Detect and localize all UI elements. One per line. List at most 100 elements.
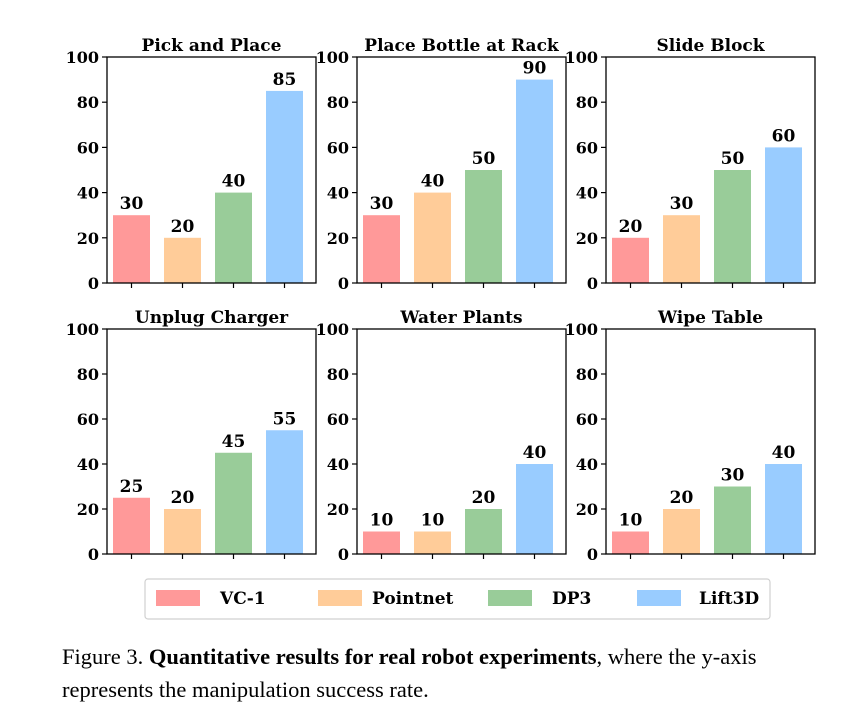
bar-value-label: 30: [670, 194, 694, 214]
axes-frame: [356, 56, 567, 284]
legend-swatch-pointnet: [318, 590, 362, 606]
bar-value-label: 60: [772, 126, 796, 146]
y-tick-label: 20: [327, 500, 349, 519]
bar-dp3: [465, 170, 502, 283]
y-tick-label: 60: [77, 138, 99, 157]
legend-swatch-lift3d: [637, 590, 681, 606]
y-tick-label: 80: [327, 93, 349, 112]
bar-vc-1: [363, 531, 400, 554]
bar-dp3: [714, 486, 751, 554]
y-tick-label: 40: [576, 455, 598, 474]
chart-panel: 30 20 40 85 0 20 40 60 80 100 Pick and Place: [66, 36, 317, 293]
chart-panel: 25 20 45 55 0 20 40 60 80 100 Unplug Charger: [66, 308, 317, 564]
chart-title: Unplug Charger: [135, 308, 289, 328]
y-tick-label: 20: [576, 500, 598, 519]
axes-frame: [356, 328, 567, 555]
y-tick-label: 40: [576, 184, 598, 203]
bar-lift3d: [765, 464, 802, 554]
bar-pointnet: [663, 215, 700, 283]
bar-vc-1: [612, 237, 649, 283]
y-tick-label: 100: [565, 320, 598, 339]
legend-label: Lift3D: [699, 589, 759, 609]
bar-value-label: 90: [523, 59, 547, 79]
bar-lift3d: [266, 430, 303, 554]
y-tick-label: 60: [327, 410, 349, 429]
bar-pointnet: [414, 192, 451, 283]
chart-title: Water Plants: [399, 308, 522, 328]
y-tick-label: 20: [327, 229, 349, 248]
axes-frame: [605, 328, 816, 555]
y-tick-label: 40: [77, 455, 99, 474]
y-tick-label: 100: [565, 48, 598, 67]
bar-dp3: [215, 452, 252, 554]
chart-title: Pick and Place: [142, 36, 282, 56]
y-tick-label: 0: [338, 545, 349, 564]
legend-label: Pointnet: [372, 589, 454, 609]
bar-value-label: 30: [370, 194, 394, 214]
bar-lift3d: [516, 464, 553, 554]
y-tick-label: 100: [316, 320, 349, 339]
bar-value-label: 10: [421, 511, 445, 531]
axes-frame: [106, 56, 317, 284]
bar-pointnet: [164, 509, 201, 554]
y-tick-label: 20: [77, 500, 99, 519]
bar-value-label: 50: [472, 149, 496, 169]
bar-value-label: 20: [171, 488, 195, 508]
bar-vc-1: [113, 215, 150, 283]
bar-value-label: 10: [619, 511, 643, 531]
y-tick-label: 60: [77, 410, 99, 429]
caption-rest: , where the y-axis represents the manipu…: [62, 644, 757, 702]
figure-caption: Figure 3. Quantitative results for real …: [62, 640, 832, 706]
bar-lift3d: [765, 147, 802, 283]
legend-swatch-dp3: [488, 590, 532, 606]
chart-panel: 10 20 30 40 0 20 40 60 80 100 Wipe Table: [565, 308, 816, 564]
chart-title: Slide Block: [656, 36, 765, 56]
bar-value-label: 55: [273, 409, 297, 429]
bar-value-label: 40: [421, 172, 445, 192]
y-tick-label: 0: [587, 274, 598, 293]
chart-panel: 20 30 50 60 0 20 40 60 80 100 Slide Block: [565, 36, 816, 293]
bar-pointnet: [414, 531, 451, 554]
y-tick-label: 0: [88, 545, 99, 564]
y-tick-label: 80: [77, 93, 99, 112]
y-tick-label: 80: [327, 365, 349, 384]
y-tick-label: 20: [576, 229, 598, 248]
axes-frame: [106, 328, 317, 555]
bar-value-label: 20: [670, 488, 694, 508]
bar-value-label: 40: [523, 443, 547, 463]
caption-prefix: Figure 3.: [62, 644, 149, 669]
legend-label: VC-1: [219, 589, 266, 609]
bar-value-label: 25: [120, 477, 144, 497]
y-tick-label: 40: [77, 184, 99, 203]
bar-value-label: 50: [721, 149, 745, 169]
bar-vc-1: [113, 497, 150, 554]
y-tick-label: 100: [66, 48, 99, 67]
y-tick-label: 80: [576, 365, 598, 384]
bar-value-label: 30: [120, 194, 144, 214]
y-tick-label: 100: [316, 48, 349, 67]
chart-title: Wipe Table: [657, 308, 763, 328]
legend-frame: [144, 578, 771, 620]
bar-vc-1: [612, 531, 649, 554]
bar-value-label: 40: [222, 172, 246, 192]
chart-panel: 30 40 50 90 0 20 40 60 80 100 Place Bottle at Rack: [316, 36, 567, 293]
y-tick-label: 0: [587, 545, 598, 564]
y-tick-label: 40: [327, 455, 349, 474]
caption-bold: Quantitative results for real robot expe…: [148, 644, 597, 669]
bar-value-label: 40: [772, 443, 796, 463]
bar-pointnet: [164, 237, 201, 283]
y-tick-label: 80: [576, 93, 598, 112]
bar-vc-1: [363, 215, 400, 283]
bar-dp3: [714, 170, 751, 283]
legend: VC-1 Pointnet DP3 Lift3D: [144, 578, 771, 620]
bar-pointnet: [663, 509, 700, 554]
bar-value-label: 20: [619, 217, 643, 237]
chart-panel: 10 10 20 40 0 20 40 60 80 100 Water Plants: [316, 308, 567, 564]
bar-value-label: 10: [370, 511, 394, 531]
y-tick-label: 0: [338, 274, 349, 293]
bar-value-label: 85: [273, 70, 297, 90]
y-tick-label: 60: [327, 138, 349, 157]
bar-dp3: [465, 509, 502, 554]
bar-lift3d: [266, 90, 303, 284]
legend-swatch-vc-1: [156, 590, 200, 606]
